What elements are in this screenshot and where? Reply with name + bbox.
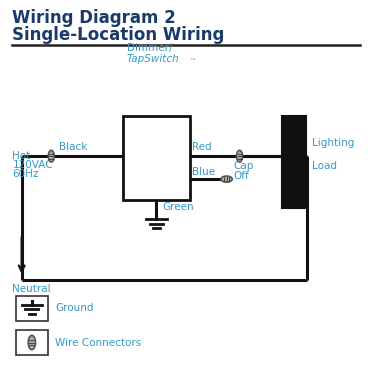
Text: TapSwitch: TapSwitch [127, 54, 180, 64]
Text: Blue: Blue [192, 167, 215, 177]
Text: Single-Location Wiring: Single-Location Wiring [13, 26, 225, 44]
Ellipse shape [28, 335, 35, 350]
Ellipse shape [221, 176, 232, 182]
Text: Ground: Ground [55, 303, 93, 313]
Text: Wiring Diagram 2: Wiring Diagram 2 [13, 9, 176, 27]
Text: Black: Black [59, 142, 87, 152]
Text: ™: ™ [189, 59, 195, 64]
Text: 120VAC: 120VAC [13, 159, 53, 169]
Ellipse shape [237, 150, 243, 162]
Bar [282, 116, 306, 208]
Text: 60Hz: 60Hz [13, 169, 39, 179]
Text: Dimmer/: Dimmer/ [127, 43, 173, 53]
Bar [16, 330, 48, 355]
Text: Off: Off [233, 171, 249, 181]
Text: Red: Red [192, 142, 211, 152]
Text: Load: Load [311, 161, 337, 171]
Text: Neutral: Neutral [13, 284, 51, 294]
Bar [123, 116, 190, 200]
Text: Lighting: Lighting [311, 138, 354, 148]
Text: Hot: Hot [13, 151, 31, 161]
Bar [16, 296, 48, 321]
Ellipse shape [48, 150, 54, 162]
Text: Green: Green [162, 202, 193, 212]
Text: Cap: Cap [233, 161, 254, 171]
Text: Wire Connectors: Wire Connectors [55, 338, 141, 348]
